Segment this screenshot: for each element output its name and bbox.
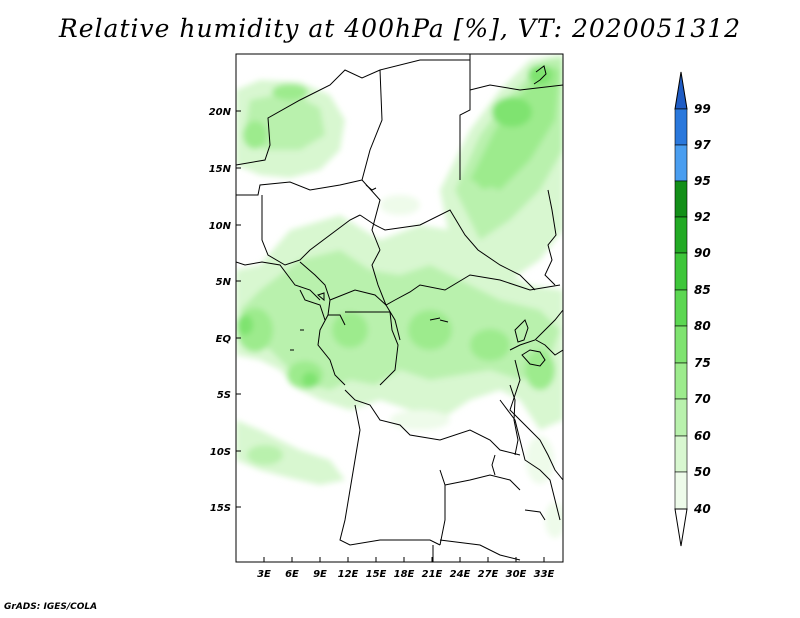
lat-label: 15S <box>210 503 231 514</box>
lon-label: 12E <box>338 569 359 580</box>
colorbar-label: 97 <box>694 138 711 152</box>
colorbar-label: 99 <box>694 102 711 116</box>
colorbar-label: 85 <box>694 283 711 297</box>
colorbar-segment <box>674 144 688 182</box>
colorbar-label: 92 <box>694 210 711 224</box>
lakes <box>290 65 547 521</box>
lat-label: 10N <box>209 221 232 232</box>
lon-label: 33E <box>534 569 555 580</box>
colorbar-segment <box>674 435 688 473</box>
colorbar-label: 50 <box>694 465 711 479</box>
grads-credit: GrADS: IGES/COLA <box>4 602 98 612</box>
colorbar-label: 95 <box>694 174 711 188</box>
colorbar-segment <box>674 252 688 291</box>
lon-label: 21E <box>422 569 443 580</box>
colorbar-segment <box>674 471 688 510</box>
lon-label: 6E <box>285 569 299 580</box>
colorbar-label: 40 <box>693 502 711 516</box>
lon-label: 9E <box>313 569 327 580</box>
colorbar-segment <box>674 216 688 254</box>
colorbar-segment <box>674 398 688 437</box>
lat-label: 15N <box>209 164 232 175</box>
latitude-axis: 20N 15N 10N 5N EQ 5S 10S 15S <box>209 107 241 514</box>
lon-label: 15E <box>366 569 387 580</box>
colorbar-label: 75 <box>694 356 711 370</box>
map-title: Relative humidity at 400hPa [%], VT: 202… <box>58 14 742 43</box>
lat-label: EQ <box>216 334 232 345</box>
colorbar-segment <box>674 289 688 327</box>
colorbar-segment <box>674 108 688 146</box>
humidity-shading <box>236 54 563 538</box>
colorbar-label: 80 <box>694 319 711 333</box>
lon-label: 27E <box>478 569 499 580</box>
colorbar-segment <box>674 325 688 364</box>
colorbar-bottom-triangle <box>674 508 688 547</box>
lat-label: 20N <box>209 107 232 118</box>
colorbar-segment <box>674 362 688 400</box>
colorbar-top-triangle <box>674 71 688 110</box>
lat-label: 5S <box>217 390 231 401</box>
colorbar-label: 60 <box>694 429 711 443</box>
lon-label: 24E <box>450 569 471 580</box>
colorbar-segment <box>674 180 688 218</box>
plot-frame <box>235 53 564 563</box>
lon-label: 18E <box>394 569 415 580</box>
colorbar-label: 70 <box>694 392 711 406</box>
lat-label: 5N <box>216 277 232 288</box>
country-borders <box>236 54 563 562</box>
colorbar-label: 90 <box>694 246 711 260</box>
longitude-axis: 3E 6E 9E 12E 15E 18E 21E 24E 27E 30E 33E <box>257 557 555 580</box>
lon-label: 30E <box>506 569 527 580</box>
colorbar: 99 97 95 92 90 85 80 75 70 60 50 40 <box>674 71 711 547</box>
lat-label: 10S <box>210 447 231 458</box>
lon-label: 3E <box>257 569 271 580</box>
